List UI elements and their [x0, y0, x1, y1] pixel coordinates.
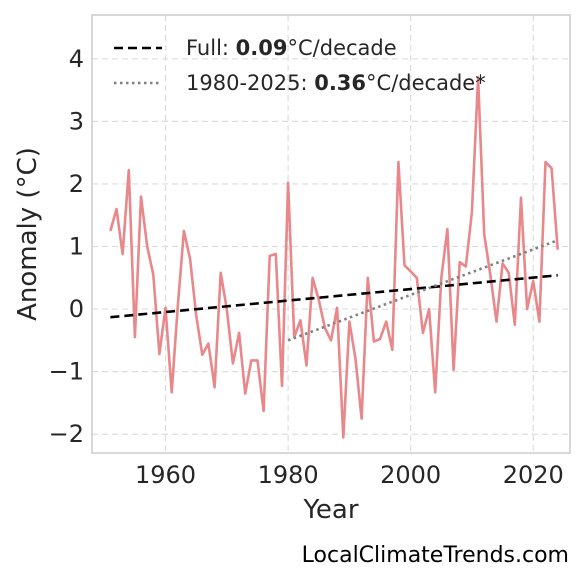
x-tick-labels: 1960 1980 2000 2020 — [135, 461, 564, 489]
x-tick-label: 1980 — [258, 461, 319, 489]
y-axis-label: Anomaly (°C) — [13, 147, 43, 321]
y-tick-label: 2 — [69, 170, 84, 198]
x-tick-label: 1960 — [135, 461, 196, 489]
legend-recent-label: 1980-2025: 0.36°C/decade* — [186, 71, 486, 95]
grid-lines — [92, 15, 570, 453]
plot-frame — [91, 14, 571, 454]
anomaly-line — [109, 76, 559, 439]
y-tick-labels: −2 −1 0 1 2 3 4 — [49, 45, 84, 448]
y-tick-label: −1 — [49, 358, 84, 386]
x-tick-label: 2020 — [503, 461, 564, 489]
y-tick-label: 1 — [69, 233, 84, 261]
full-trend-line — [110, 274, 558, 319]
legend: Full: 0.09°C/decade 1980-2025: 0.36°C/dec… — [114, 36, 486, 95]
series-group — [109, 76, 559, 439]
y-tick-label: 0 — [69, 295, 84, 323]
y-tick-label: 4 — [69, 45, 84, 73]
x-axis-label: Year — [302, 495, 358, 525]
x-tick-label: 2000 — [380, 461, 441, 489]
legend-full-label: Full: 0.09°C/decade — [186, 36, 397, 60]
footer-credit: LocalClimateTrends.com — [301, 543, 569, 568]
y-tick-label: 3 — [69, 107, 84, 135]
y-tick-label: −2 — [49, 420, 84, 448]
